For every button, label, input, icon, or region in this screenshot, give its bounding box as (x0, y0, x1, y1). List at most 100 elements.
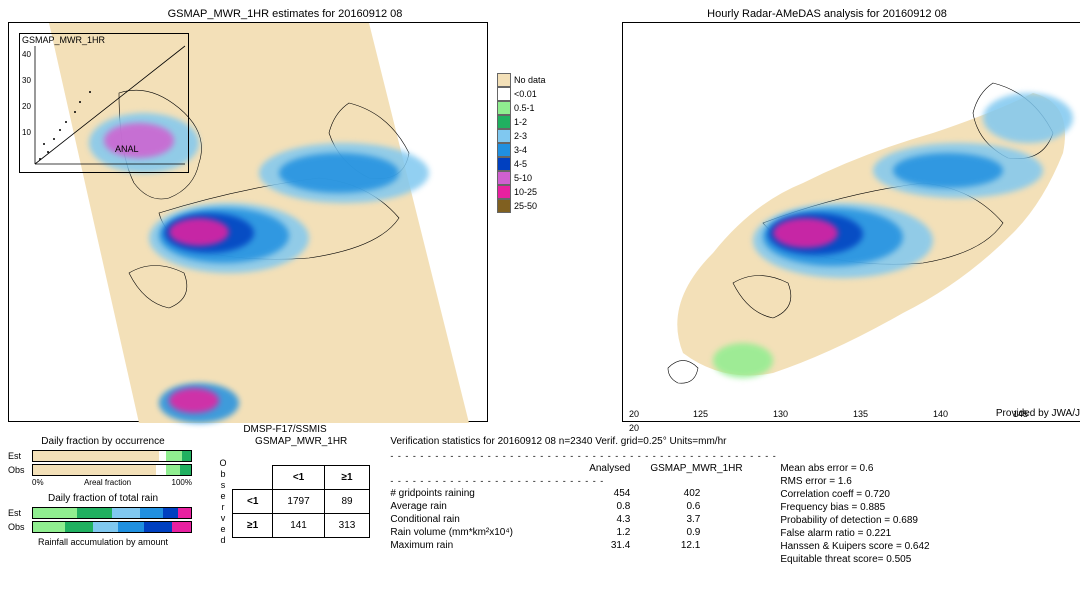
bar-segment (163, 508, 179, 518)
left-map-subtitle: DMSP-F17/SSMIS (8, 424, 562, 435)
legend-swatch (497, 73, 511, 87)
bar-segment (112, 508, 140, 518)
bar-segment (180, 465, 191, 475)
legend-label: 0.5-1 (514, 103, 535, 113)
legend-label: 1-2 (514, 117, 527, 127)
left-map: GSMAP_MWR_1HR 40 30 20 10 ANAL No data<0… (8, 22, 488, 422)
bar-segment (33, 508, 77, 518)
stats-model-val: 12.1 (650, 540, 700, 551)
bar-total-est (32, 507, 192, 519)
col-analysed: Analysed (580, 463, 630, 474)
bar-segment (178, 508, 191, 518)
stats-row: Average rain 0.8 0.6 (390, 501, 750, 512)
bar-occurrence-est (32, 450, 192, 462)
legend-swatch (497, 101, 511, 115)
legend-label: No data (514, 75, 546, 85)
bar-segment (118, 522, 143, 532)
row-lt1: <1 (233, 490, 273, 514)
legend-row: <0.01 (497, 87, 557, 101)
bar-segment (93, 522, 118, 532)
stats-row: Maximum rain 31.4 12.1 (390, 540, 750, 551)
inset-anal-label: ANAL (115, 144, 139, 154)
stats-key: Conditional rain (390, 514, 560, 525)
metric-row: Frequency bias = 0.885 (780, 502, 929, 513)
bar-segment (156, 465, 165, 475)
stats-model-val: 0.6 (650, 501, 700, 512)
col-ge1: ≥1 (324, 466, 370, 490)
bar-segment (33, 522, 65, 532)
precip-blob (169, 218, 229, 246)
stats-model-val: 3.7 (650, 514, 700, 525)
left-map-title: GSMAP_MWR_1HR estimates for 20160912 08 (8, 8, 562, 20)
stats-analysed-val: 0.8 (580, 501, 630, 512)
bar-occurrence-obs (32, 464, 192, 476)
metric-row: Correlation coeff = 0.720 (780, 489, 929, 500)
stats-header: Verification statistics for 20160912 08 … (390, 436, 1072, 447)
bar-total-obs (32, 521, 192, 533)
cell-10: 141 (273, 514, 324, 538)
legend-row: No data (497, 73, 557, 87)
stats-analysed-val: 31.4 (580, 540, 630, 551)
stats-key: Rain volume (mm*km²x10⁴) (390, 527, 560, 538)
precip-blob (169, 388, 219, 413)
legend-row: 2-3 (497, 129, 557, 143)
right-map: 45 40 35 30 25 125 130 135 140 145 20 20… (622, 22, 1080, 422)
legend-label: 25-50 (514, 201, 537, 211)
precip-blob (279, 153, 399, 193)
stats-key: Average rain (390, 501, 560, 512)
legend-row: 0.5-1 (497, 101, 557, 115)
precip-blob (893, 153, 1003, 188)
stats-model-val: 0.9 (650, 527, 700, 538)
bar-segment (33, 451, 159, 461)
inset-box: GSMAP_MWR_1HR 40 30 20 10 ANAL (19, 33, 189, 173)
legend-swatch (497, 185, 511, 199)
legend-swatch (497, 143, 511, 157)
bar-segment (77, 508, 112, 518)
legend-label: 3-4 (514, 145, 527, 155)
totalrain-title: Daily fraction of total rain (8, 493, 198, 504)
stats-model-val: 402 (650, 488, 700, 499)
metric-row: Hanssen & Kuipers score = 0.642 (780, 541, 929, 552)
legend-label: 5-10 (514, 173, 532, 183)
cell-11: 313 (324, 514, 370, 538)
metric-row: False alarm ratio = 0.221 (780, 528, 929, 539)
stats-analysed-val: 4.3 (580, 514, 630, 525)
col-model: GSMAP_MWR_1HR (650, 463, 750, 474)
cell-01: 89 (324, 490, 370, 514)
row-ge1: ≥1 (233, 514, 273, 538)
precip-blob (983, 93, 1073, 143)
metric-row: Probability of detection = 0.689 (780, 515, 929, 526)
legend-row: 10-25 (497, 185, 557, 199)
occurrence-title: Daily fraction by occurrence (8, 436, 198, 447)
contingency-title: GSMAP_MWR_1HR (232, 436, 370, 447)
bar-segment (182, 451, 191, 461)
accumulation-title: Rainfall accumulation by amount (8, 537, 198, 547)
legend-row: 1-2 (497, 115, 557, 129)
stats-row: Conditional rain 4.3 3.7 (390, 514, 750, 525)
fraction-bars-panel: Daily fraction by occurrence Est Obs 0% … (8, 436, 198, 567)
legend-label: 10-25 (514, 187, 537, 197)
stats-key: Maximum rain (390, 540, 560, 551)
precip-blob (773, 218, 838, 248)
legend-row: 25-50 (497, 199, 557, 213)
metric-row: Equitable threat score= 0.505 (780, 554, 929, 565)
contingency-table: <1 ≥1 <1 1797 89 ≥1 141 313 (232, 465, 370, 538)
right-precip-layer (623, 23, 1080, 421)
legend-swatch (497, 129, 511, 143)
right-map-title: Hourly Radar-AMeDAS analysis for 2016091… (582, 8, 1072, 20)
precip-blob (713, 343, 773, 378)
legend-swatch (497, 87, 511, 101)
map-attribution: Provided by JWA/JMA (996, 408, 1080, 419)
legend-label: 2-3 (514, 131, 527, 141)
cell-00: 1797 (273, 490, 324, 514)
legend-label: 4-5 (514, 159, 527, 169)
col-lt1: <1 (273, 466, 324, 490)
stats-panel: Verification statistics for 20160912 08 … (390, 436, 1072, 567)
legend-row: 5-10 (497, 171, 557, 185)
stats-key: # gridpoints raining (390, 488, 560, 499)
bar-segment (166, 451, 182, 461)
stats-analysed-val: 454 (580, 488, 630, 499)
bar-segment (144, 522, 172, 532)
legend-row: 3-4 (497, 143, 557, 157)
legend-swatch (497, 171, 511, 185)
